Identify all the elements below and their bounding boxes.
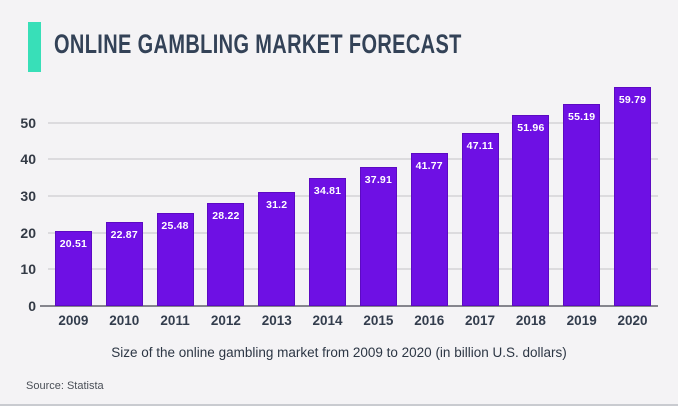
bar-2010: 22.87 <box>105 222 143 306</box>
x-tick-label-2020: 2020 <box>617 313 648 328</box>
bar-2017: 47.11 <box>461 133 499 306</box>
bar-2011: 25.48 <box>156 212 194 306</box>
x-axis-labels: 2009 2010 2011 2012 2013 2014 2015 2016 2017 2018… <box>48 313 658 328</box>
chart-title: ONLINE GAMBLING MARKET FORECAST <box>54 29 462 59</box>
bar-column-2014: 34.81 <box>302 86 353 306</box>
gridline-30 <box>48 195 658 197</box>
x-tick-label-2013: 2013 <box>261 313 292 328</box>
y-tick-label-50: 50 <box>20 114 36 131</box>
bar-value-label: 37.91 <box>364 174 393 186</box>
x-tick-label-2015: 2015 <box>363 313 394 328</box>
bar-column-2019: 55.19 <box>556 86 607 306</box>
bar-column-2017: 47.11 <box>455 86 506 306</box>
x-tick-label-2009: 2009 <box>58 313 89 328</box>
bar-column-2018: 51.96 <box>505 86 556 306</box>
gridline-40 <box>48 158 658 161</box>
bar-2013: 31.2 <box>258 191 296 306</box>
bar-value-label: 59.79 <box>618 93 647 106</box>
bar-2009: 20.51 <box>54 230 92 306</box>
bar-value-label: 31.2 <box>266 198 288 211</box>
bar-column-2013: 31.2 <box>251 86 302 306</box>
x-tick-label-2016: 2016 <box>414 313 445 328</box>
bar-value-label: 20.51 <box>59 237 88 250</box>
x-tick-label-2010: 2010 <box>109 313 140 328</box>
x-axis-line <box>40 305 658 307</box>
x-tick-label-2019: 2019 <box>566 313 597 328</box>
gridline-10 <box>48 268 658 271</box>
bar-2015: 37.91 <box>359 167 397 306</box>
y-tick-label-20: 20 <box>20 224 36 241</box>
bar-2016: 41.77 <box>410 152 448 306</box>
source-note: Source: Statista <box>26 380 104 392</box>
gridline-50 <box>48 121 658 124</box>
bar-value-label: 41.77 <box>415 159 443 172</box>
bar-column-2012: 28.22 <box>200 86 251 306</box>
bar-2014: 34.81 <box>309 178 347 306</box>
x-tick-label-2011: 2011 <box>160 313 190 328</box>
x-tick-label-2012: 2012 <box>210 313 241 328</box>
y-axis: 0 10 20 30 40 50 <box>0 86 40 314</box>
y-tick-label-30: 30 <box>20 188 36 204</box>
bar-column-2020: 59.79 <box>607 86 658 306</box>
plot-area: 20.51 22.87 25.48 28.22 31.2 34.81 37.91 41.77 4… <box>40 86 658 307</box>
bar-2018: 51.96 <box>512 115 550 306</box>
gridline-20 <box>48 231 658 234</box>
bars: 20.51 22.87 25.48 28.22 31.2 34.81 37.91 41.77 4… <box>48 86 658 306</box>
y-tick-label-40: 40 <box>20 151 36 168</box>
bar-column-2009: 20.51 <box>48 86 99 306</box>
bar-value-label: 47.11 <box>466 140 494 153</box>
bar-value-label: 55.19 <box>568 110 596 123</box>
bottom-edge <box>0 404 678 406</box>
bar-column-2016: 41.77 <box>404 86 455 306</box>
x-tick-label-2017: 2017 <box>465 313 496 328</box>
bar-value-label: 34.81 <box>313 185 342 198</box>
bar-value-label: 25.48 <box>161 219 189 232</box>
title-accent-bar <box>28 22 41 72</box>
chart-caption: Size of the online gambling market from … <box>111 345 567 360</box>
bar-2020: 59.79 <box>614 86 652 306</box>
bar-column-2015: 37.91 <box>353 86 404 306</box>
bar-column-2010: 22.87 <box>99 86 150 306</box>
x-tick-label-2018: 2018 <box>515 313 546 328</box>
x-tick-label-2014: 2014 <box>312 313 343 328</box>
y-tick-label-10: 10 <box>20 261 36 278</box>
bar-value-label: 22.87 <box>110 229 138 242</box>
bar-2012: 28.22 <box>207 202 245 306</box>
bar-2019: 55.19 <box>563 103 601 306</box>
bar-value-label: 28.22 <box>212 209 240 222</box>
bar-column-2011: 25.48 <box>150 86 201 306</box>
y-tick-label-0: 0 <box>28 298 36 314</box>
bar-value-label: 51.96 <box>517 122 545 135</box>
